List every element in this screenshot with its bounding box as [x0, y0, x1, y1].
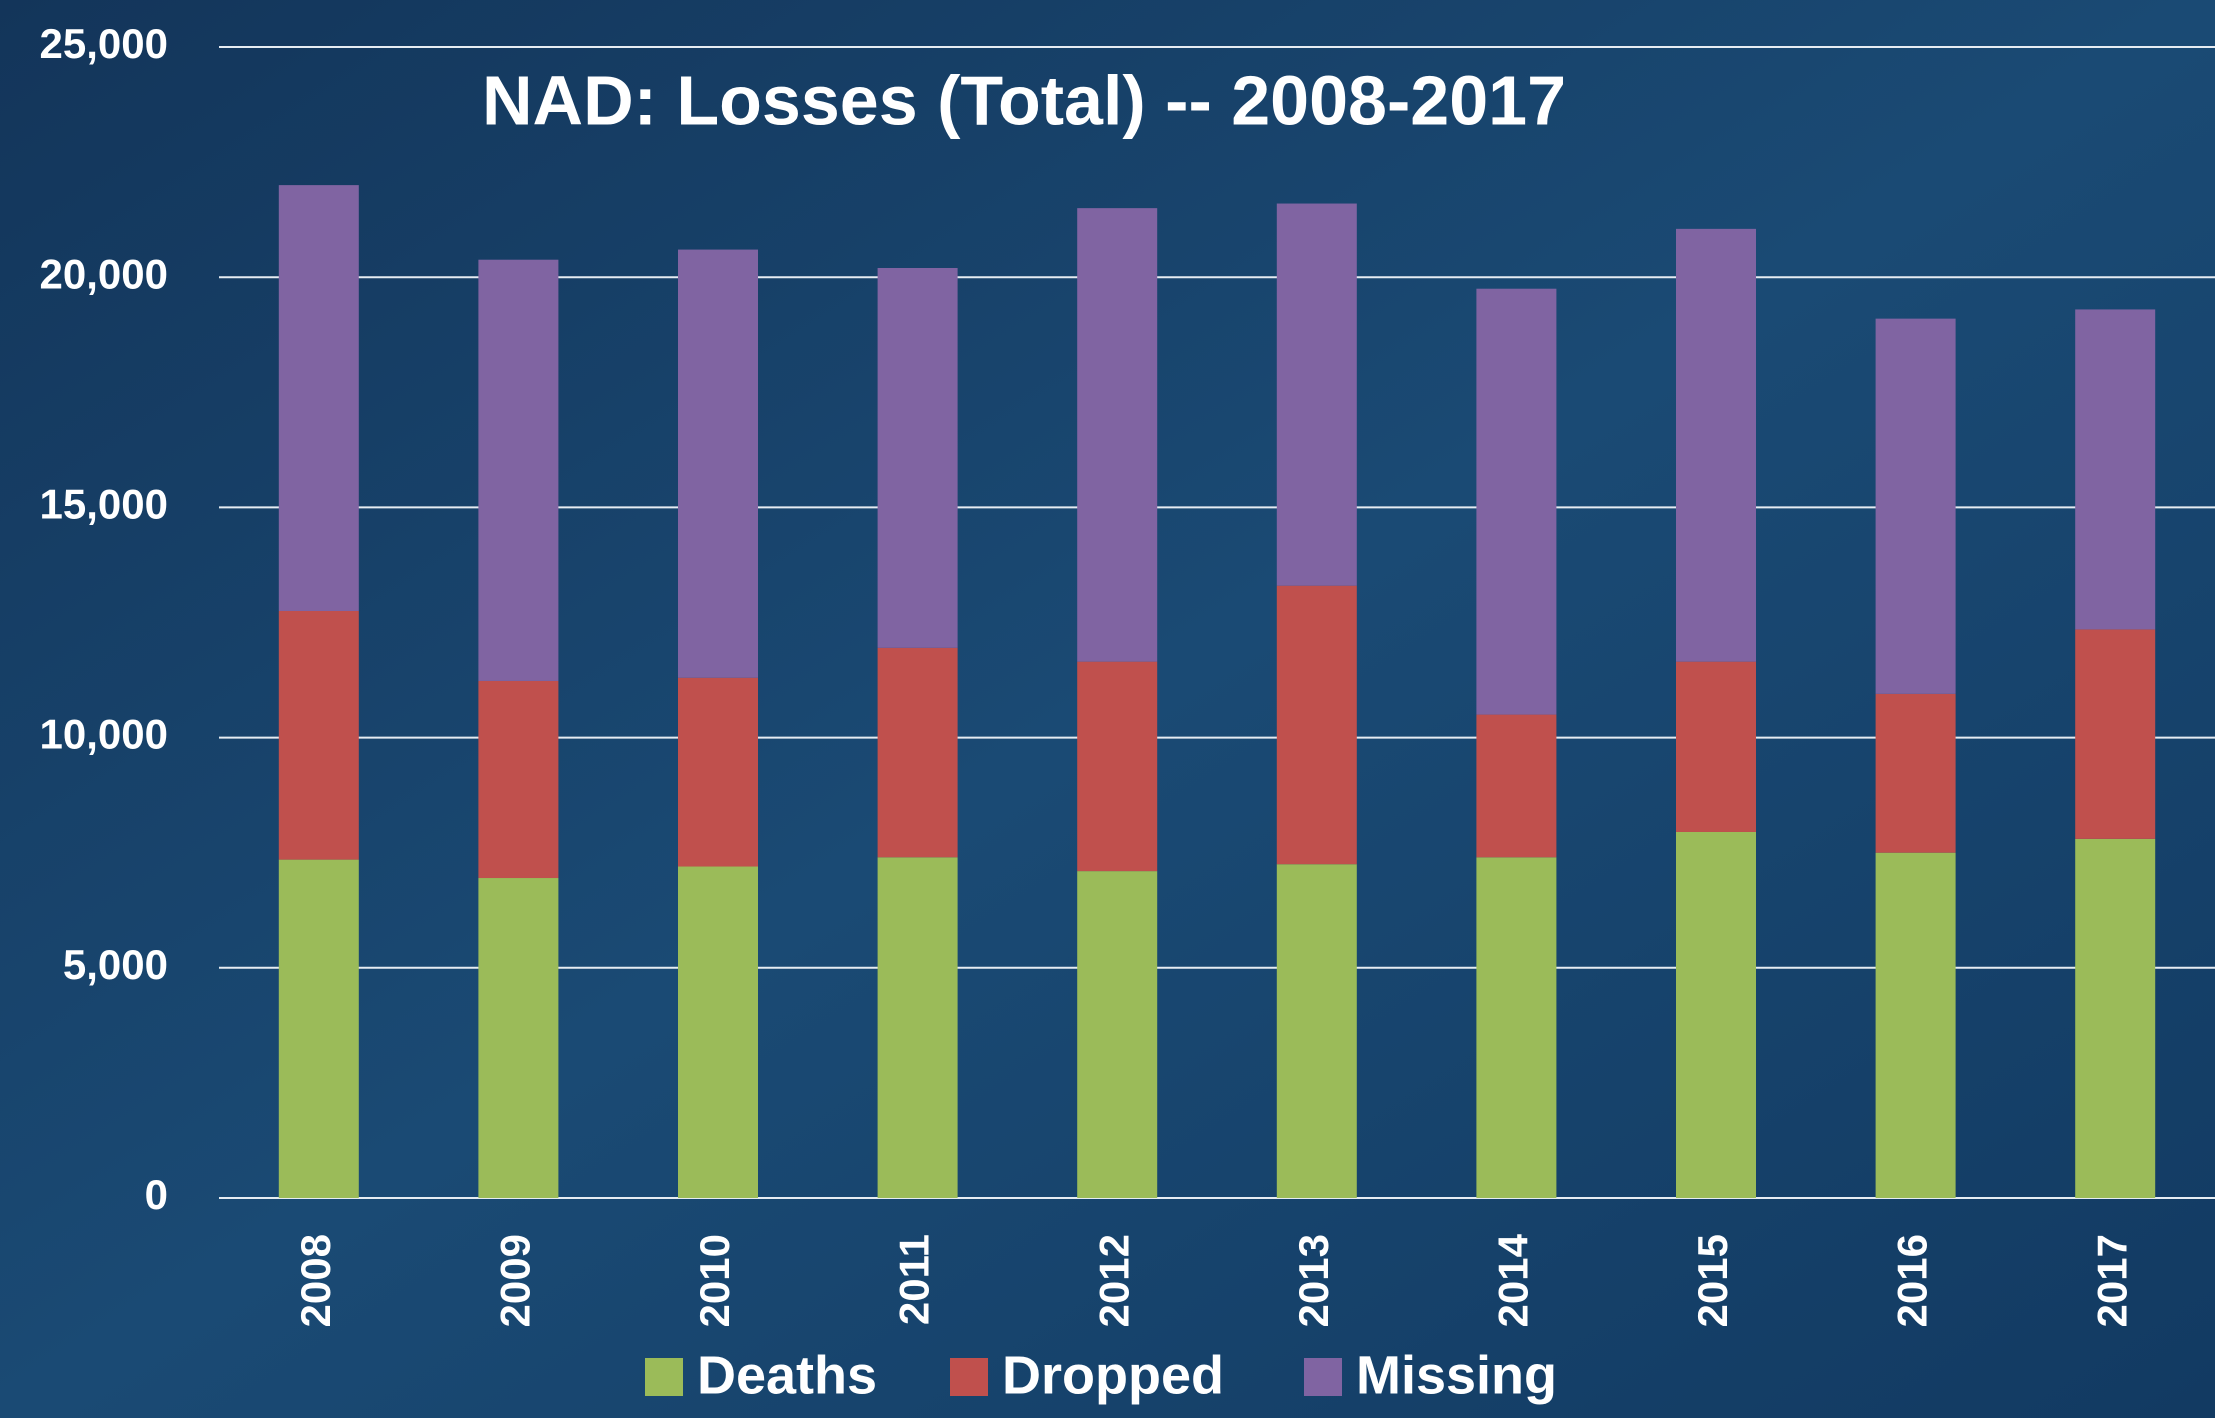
legend-label: Missing — [1356, 1345, 1557, 1405]
y-tick-label: 0 — [145, 1171, 168, 1218]
x-tick-label: 2009 — [491, 1234, 538, 1327]
bar-segment — [878, 857, 958, 1198]
legend-swatch — [1304, 1358, 1342, 1396]
x-tick-label: 2010 — [691, 1234, 738, 1327]
bar-segment — [1277, 586, 1357, 865]
bar-segment — [1277, 204, 1357, 586]
y-tick-label: 25,000 — [40, 20, 168, 67]
bar-segment — [1676, 832, 1756, 1198]
legend-swatch — [645, 1358, 683, 1396]
x-tick-label: 2011 — [891, 1234, 938, 1325]
x-tick-label: 2008 — [292, 1234, 339, 1327]
bar-segment — [1077, 871, 1157, 1198]
bar-segment — [478, 878, 558, 1198]
bar-segment — [1476, 857, 1556, 1198]
x-tick-label: 2012 — [1090, 1234, 1137, 1327]
y-tick-label: 10,000 — [40, 711, 168, 758]
chart: NAD: Losses (Total) -- 2008-2017 0 5,000 1… — [0, 0, 2215, 1418]
x-tick-label: 2015 — [1689, 1234, 1736, 1327]
y-tick-label: 20,000 — [40, 250, 168, 297]
x-tick-label: 2017 — [2088, 1234, 2135, 1327]
bar-segment — [279, 611, 359, 860]
x-tick-label: 2016 — [1889, 1234, 1936, 1327]
bar-segment — [678, 678, 758, 867]
bar-segment — [279, 185, 359, 611]
x-tick-label: 2014 — [1489, 1233, 1536, 1327]
bar-segment — [478, 681, 558, 878]
legend-label: Deaths — [697, 1345, 877, 1405]
bar-segment — [1876, 694, 1956, 853]
bar-segment — [678, 867, 758, 1198]
bar-segment — [1277, 864, 1357, 1198]
bar-segment — [2075, 309, 2155, 629]
y-tick-label: 5,000 — [63, 941, 168, 988]
bar-segment — [878, 648, 958, 857]
bar-segment — [279, 860, 359, 1198]
bar-segment — [2075, 629, 2155, 838]
bar-segment — [1676, 662, 1756, 832]
bar-segment — [878, 268, 958, 648]
bar-segment — [1476, 715, 1556, 858]
bar-segment — [1876, 853, 1956, 1198]
bar-segment — [1476, 289, 1556, 715]
bar-segment — [1676, 229, 1756, 662]
legend-label: Dropped — [1002, 1345, 1224, 1405]
bar-segment — [1077, 208, 1157, 661]
bar-segment — [1077, 662, 1157, 871]
y-tick-label: 15,000 — [40, 480, 168, 527]
x-tick-label: 2013 — [1290, 1234, 1337, 1327]
bar-segment — [478, 260, 558, 681]
page: {"chart_data": {"type": "stacked-bar", "… — [0, 0, 2215, 1418]
chart-title: NAD: Losses (Total) -- 2008-2017 — [482, 61, 1566, 139]
bar-segment — [678, 250, 758, 678]
legend-swatch — [950, 1358, 988, 1396]
bar-segment — [2075, 839, 2155, 1198]
bar-segment — [1876, 319, 1956, 694]
